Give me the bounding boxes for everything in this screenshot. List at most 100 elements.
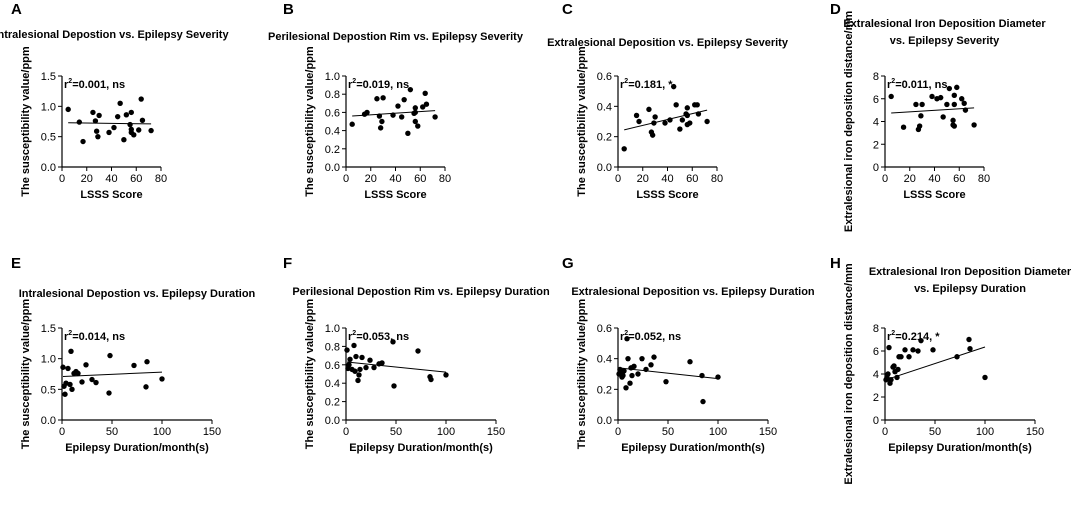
y-tick-label: 4 (873, 369, 879, 381)
panel-title: vs. Epilepsy Duration (914, 283, 1026, 295)
panel-b: B Perilesional Depostion Rim vs. Epilepsy… (268, 1, 524, 201)
data-point (623, 385, 629, 391)
annotation-superscript: 2 (68, 330, 72, 337)
annotation-value: =0.052, ns (628, 331, 681, 343)
data-point (629, 372, 635, 379)
data-point (918, 337, 924, 344)
x-tick-label: 0 (343, 173, 349, 185)
annotation-r: r (620, 79, 625, 91)
y-tick-label: 0.0 (41, 162, 56, 174)
annotation-value: =0.181, * (628, 79, 673, 91)
x-tick-label: 100 (976, 426, 994, 438)
panel-letter: C (562, 1, 573, 18)
data-point (885, 371, 891, 377)
x-tick-label: 100 (709, 426, 727, 438)
data-point (75, 370, 81, 377)
data-point (405, 130, 411, 137)
data-point (422, 90, 428, 96)
data-point (121, 137, 127, 143)
y-tick-label: 0.0 (597, 162, 612, 174)
x-axis-label: LSSS Score (364, 189, 426, 201)
data-point (635, 371, 641, 377)
x-tick-label: 40 (661, 173, 673, 185)
data-point (648, 362, 654, 368)
data-point (398, 114, 405, 120)
data-point (363, 364, 369, 371)
data-point (946, 85, 953, 92)
y-axis-label: The susceptibility value/ppm (576, 299, 588, 450)
y-tick-label: 1.0 (325, 323, 340, 335)
panel-g: G Extralesional Deposition vs. Epilepsy D… (562, 255, 815, 454)
panel-title: Extralesional Deposition vs. Epilepsy Se… (547, 37, 789, 49)
panel-title: Intralesional Depostion vs. Epilepsy Sev… (0, 29, 229, 41)
y-tick-label: 6 (873, 94, 879, 106)
panel-a: A Intralesional Depostion vs. Epilepsy Se… (0, 1, 229, 201)
y-tick-label: 0.6 (597, 323, 612, 335)
data-point (353, 353, 359, 360)
data-point (651, 120, 657, 126)
annotation-r: r (64, 79, 69, 91)
panel-title: Perilesional Depostion Rim vs. Epilepsy … (268, 31, 524, 43)
data-point (106, 390, 112, 396)
y-tick-label: 2 (873, 139, 879, 151)
data-point (415, 123, 421, 129)
data-point (95, 133, 101, 140)
data-point (918, 113, 924, 119)
data-point (906, 354, 912, 360)
r-squared-annotation: r2=0.011, ns (887, 78, 947, 91)
y-tick-label: 2 (873, 392, 879, 404)
data-point (123, 112, 130, 118)
y-tick-label: 0.4 (325, 126, 340, 138)
data-point (624, 336, 630, 342)
data-point (131, 362, 137, 369)
x-tick-label: 150 (203, 426, 221, 438)
annotation-superscript: 2 (891, 330, 895, 337)
data-point (344, 347, 350, 353)
data-point (929, 93, 935, 100)
panel-letter: E (11, 255, 21, 272)
data-point (423, 101, 430, 107)
x-tick-label: 60 (686, 173, 698, 185)
y-axis-label: The susceptibility value/ppm (576, 46, 588, 197)
panel-letter: D (830, 1, 841, 18)
data-point (961, 100, 967, 107)
panel-letter: B (283, 1, 294, 18)
x-tick-label: 0 (59, 173, 65, 185)
data-point (391, 383, 397, 389)
panel-letter: G (562, 255, 574, 272)
x-axis-label: Epilepsy Duration/month(s) (888, 442, 1032, 454)
x-axis-label: Epilepsy Duration/month(s) (349, 442, 493, 454)
data-point (111, 124, 117, 131)
y-tick-label: 0.6 (597, 71, 612, 83)
data-point (379, 118, 385, 125)
y-tick-label: 1.0 (41, 354, 56, 366)
data-point (684, 105, 690, 111)
data-point (679, 117, 686, 123)
data-point (371, 364, 377, 371)
data-point (407, 86, 414, 93)
regression-line (62, 371, 163, 377)
x-tick-label: 0 (615, 426, 621, 438)
data-point (694, 102, 700, 108)
y-tick-label: 0.6 (325, 360, 340, 372)
data-point (131, 132, 137, 138)
y-tick-label: 0.2 (597, 132, 612, 144)
data-point (916, 123, 923, 129)
data-point (700, 398, 706, 405)
panel-h: H Extralesional Iron Deposition Diameter v… (830, 255, 1072, 485)
y-tick-label: 1.5 (41, 323, 56, 335)
y-tick-label: 0.5 (41, 384, 56, 396)
y-tick-label: 1.0 (325, 71, 340, 83)
x-tick-label: 80 (978, 173, 990, 185)
data-point (930, 347, 936, 353)
x-tick-label: 20 (904, 173, 916, 185)
data-point (631, 363, 637, 370)
data-point (954, 84, 960, 91)
annotation-value: =0.014, ns (72, 331, 125, 343)
regression-line (885, 346, 986, 381)
x-axis-label: LSSS Score (636, 189, 698, 201)
y-axis-label: The susceptibility value/ppm (304, 46, 316, 197)
data-point (625, 355, 631, 362)
y-tick-label: 0.0 (325, 415, 340, 427)
